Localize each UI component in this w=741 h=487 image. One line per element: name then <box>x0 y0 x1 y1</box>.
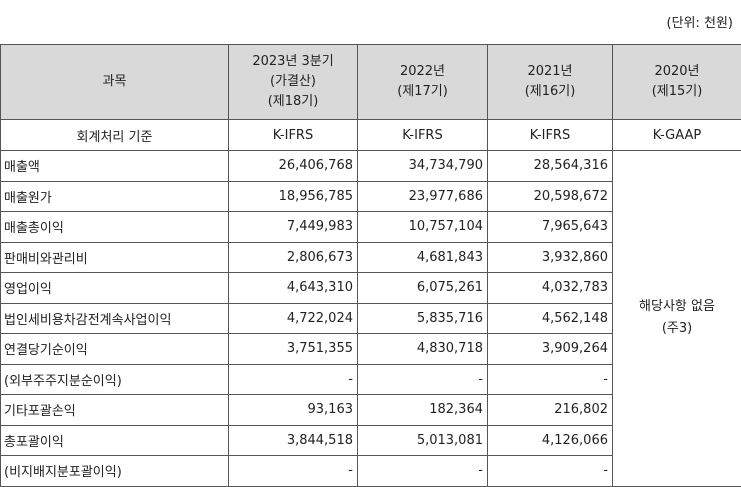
value-cell: 26,406,768 <box>228 150 358 182</box>
row-label: 영업이익 <box>0 272 229 304</box>
standard-row: 회계처리 기준 K-IFRS K-IFRS K-IFRS K-GAAP <box>0 119 741 151</box>
value-cell: 28,564,316 <box>487 150 613 182</box>
value-cell: 3,909,264 <box>487 333 613 365</box>
unit-label: (단위: 천원) <box>666 16 734 31</box>
value-cell: 182,364 <box>357 394 488 426</box>
row-label: 매출총이익 <box>0 211 229 243</box>
data-row: 매출액 26,406,768 34,734,790 28,564,316 해당사항 없음… <box>0 150 741 487</box>
data-row: 매출총이익 7,449,983 10,757,104 7,965,643 <box>0 211 741 243</box>
value-cell: 3,844,518 <box>228 424 358 456</box>
value-cell: 5,013,081 <box>357 424 488 456</box>
value-cell: 4,032,783 <box>487 272 613 304</box>
row-label: (비지배지분포괄이익) <box>0 455 229 487</box>
standard-cell: K-GAAP <box>612 119 741 151</box>
value-cell: 4,830,718 <box>357 333 488 365</box>
value-cell: 3,751,355 <box>228 333 358 365</box>
header-cell: 2022년 (제17기) <box>357 44 488 120</box>
data-row: 연결당기순이익 3,751,355 4,830,718 3,909,264 <box>0 333 741 365</box>
row-label: 판매비와관리비 <box>0 241 229 273</box>
data-row: 총포괄이익 3,844,518 5,013,081 4,126,066 <box>0 424 741 456</box>
header-line: (제15기) <box>651 84 703 99</box>
row-label: 기타포괄손익 <box>0 394 229 426</box>
value-cell: 4,681,843 <box>357 241 488 273</box>
standard-cell: K-IFRS <box>357 119 488 151</box>
data-row: 법인세비용차감전계속사업이익 4,722,024 5,835,716 4,562,14… <box>0 302 741 334</box>
value-cell: 4,643,310 <box>228 272 358 304</box>
value-cell: - <box>357 455 488 487</box>
value-cell: 20,598,672 <box>487 180 613 212</box>
header-line: 2021년 <box>527 64 573 79</box>
row-label: 연결당기순이익 <box>0 333 229 365</box>
value-cell: 18,956,785 <box>228 180 358 212</box>
header-line: 과목 <box>102 74 127 89</box>
value-cell: 4,562,148 <box>487 302 613 334</box>
value-cell: 93,163 <box>228 394 358 426</box>
value-cell: 34,734,790 <box>357 150 488 182</box>
value-cell: 5,835,716 <box>357 302 488 334</box>
header-cell: 2023년 3분기 (가결산) (제18기) <box>228 44 358 120</box>
value-cell: 4,722,024 <box>228 302 358 334</box>
header-line: 2020년 <box>654 64 700 79</box>
value-cell: 10,757,104 <box>357 211 488 243</box>
header-line: (가결산) <box>269 74 317 89</box>
header-row: 과목 2023년 3분기 (가결산) (제18기) 2022년 (제17기) 2021년 (제… <box>0 44 741 120</box>
row-label: 매출액 <box>0 150 229 182</box>
value-cell: 23,977,686 <box>357 180 488 212</box>
data-row: 영업이익 4,643,310 6,075,261 4,032,783 <box>0 272 741 304</box>
value-cell: 7,449,983 <box>228 211 358 243</box>
value-cell: 216,802 <box>487 394 613 426</box>
value-cell: - <box>228 363 358 395</box>
value-cell: 2,806,673 <box>228 241 358 273</box>
standard-cell: K-IFRS <box>228 119 358 151</box>
header-cell: 2020년 (제15기) <box>612 44 741 120</box>
note-line: (주3) <box>661 321 693 337</box>
financial-table: 과목 2023년 3분기 (가결산) (제18기) 2022년 (제17기) 2021년 (제… <box>0 44 741 487</box>
row-label: (외부주주지분순이익) <box>0 363 229 395</box>
header-line: (제17기) <box>397 84 448 99</box>
value-cell: 6,075,261 <box>357 272 488 304</box>
value-cell: - <box>228 455 358 487</box>
data-row: (비지배지분포괄이익) - - - <box>0 455 741 487</box>
header-cell: 2021년 (제16기) <box>487 44 613 120</box>
row-label: 매출원가 <box>0 180 229 212</box>
standard-cell: K-IFRS <box>487 119 613 151</box>
row-label: 총포괄이익 <box>0 424 229 456</box>
header-line: 2023년 3분기 <box>252 54 334 69</box>
header-line: (제18기) <box>267 94 319 109</box>
data-row: (외부주주지분순이익) - - - <box>0 363 741 395</box>
value-cell: 3,932,860 <box>487 241 613 273</box>
data-row: 매출원가 18,956,785 23,977,686 20,598,672 <box>0 180 741 212</box>
row-label: 법인세비용차감전계속사업이익 <box>0 302 229 334</box>
note-cell: 해당사항 없음 (주3) <box>612 150 741 487</box>
value-cell: - <box>357 363 488 395</box>
value-cell: 4,126,066 <box>487 424 613 456</box>
header-line: (제16기) <box>524 84 576 99</box>
note-line: 해당사항 없음 <box>639 299 715 315</box>
value-cell: 7,965,643 <box>487 211 613 243</box>
header-line: 2022년 <box>399 64 446 79</box>
data-row: 판매비와관리비 2,806,673 4,681,843 3,932,860 <box>0 241 741 273</box>
standard-cell: 회계처리 기준 <box>0 119 229 151</box>
value-cell: - <box>487 455 613 487</box>
value-cell: - <box>487 363 613 395</box>
header-cell: 과목 <box>0 44 229 120</box>
